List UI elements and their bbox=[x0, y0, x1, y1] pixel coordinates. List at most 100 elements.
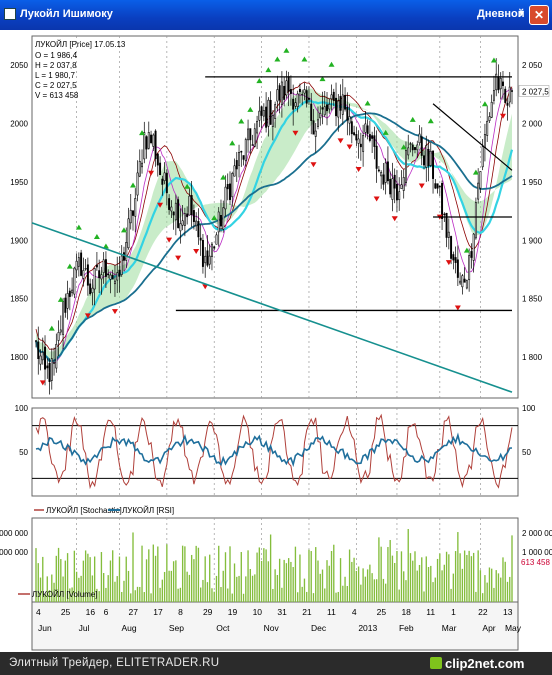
candle bbox=[416, 140, 419, 159]
candle bbox=[456, 245, 459, 287]
candle-body bbox=[283, 85, 286, 100]
candle-body bbox=[285, 80, 288, 96]
candle-body bbox=[310, 103, 313, 121]
volume-bar bbox=[245, 576, 247, 602]
candle-body bbox=[244, 139, 247, 162]
candle bbox=[350, 117, 353, 144]
volume-bar bbox=[283, 559, 285, 602]
candle-body bbox=[323, 106, 326, 116]
candle-body bbox=[50, 358, 53, 381]
volume-bar bbox=[452, 573, 455, 602]
candle bbox=[305, 86, 308, 108]
volume-bar bbox=[157, 546, 159, 602]
volume-bar bbox=[443, 564, 445, 602]
candle bbox=[454, 246, 457, 274]
volume-bar bbox=[274, 569, 276, 602]
info-box: ЛУКОЙЛ [Price] 17.05.13 O = 1 986,4 H = … bbox=[35, 40, 126, 100]
up-arrow bbox=[328, 61, 335, 67]
day-tick-label: 29 bbox=[203, 607, 213, 617]
volume-bar bbox=[73, 550, 76, 602]
candle-body bbox=[172, 211, 175, 216]
volume-bar bbox=[509, 576, 511, 602]
candle-body bbox=[362, 135, 365, 152]
candle-body bbox=[220, 215, 222, 227]
price-tick-right: 1 850 bbox=[522, 295, 543, 304]
volume-bar bbox=[403, 571, 405, 602]
month-tick-label: Oct bbox=[216, 623, 230, 633]
volume-bar bbox=[211, 588, 213, 602]
candle bbox=[206, 235, 209, 268]
volume-bar bbox=[470, 556, 473, 602]
timeframe-selector[interactable]: Дневной bbox=[477, 8, 525, 20]
volume-bar bbox=[209, 554, 211, 602]
candle-body bbox=[150, 134, 153, 143]
candle bbox=[147, 121, 150, 150]
volume-bar bbox=[258, 547, 261, 602]
candle-body bbox=[210, 243, 213, 257]
candle bbox=[366, 119, 369, 140]
candle bbox=[479, 171, 482, 193]
volume-bar bbox=[407, 529, 409, 602]
candle-body bbox=[483, 134, 486, 148]
candle-body bbox=[260, 106, 263, 116]
candle-body bbox=[366, 125, 369, 134]
candle bbox=[57, 320, 60, 357]
candle bbox=[50, 348, 53, 390]
volume-bar bbox=[292, 567, 294, 602]
candle-body bbox=[161, 178, 164, 185]
price-tick-left: 1800 bbox=[10, 353, 28, 362]
candle bbox=[249, 128, 252, 154]
chevron-down-icon[interactable]: ▼ bbox=[517, 8, 526, 18]
candle bbox=[294, 97, 297, 109]
candle-body bbox=[307, 97, 310, 100]
candle-body bbox=[174, 202, 177, 221]
candle-body bbox=[240, 151, 243, 153]
volume-bar bbox=[143, 592, 145, 602]
candle bbox=[159, 156, 162, 176]
candle bbox=[179, 208, 182, 244]
candle-body bbox=[136, 172, 139, 196]
candle bbox=[134, 188, 137, 233]
volume-bar bbox=[389, 540, 391, 602]
volume-bar bbox=[384, 583, 387, 602]
month-tick-label: Dec bbox=[311, 623, 327, 633]
volume-bar bbox=[382, 578, 385, 602]
down-arrow bbox=[355, 166, 362, 172]
candle bbox=[77, 252, 80, 277]
volume-bar bbox=[306, 591, 308, 602]
up-arrow bbox=[247, 106, 254, 112]
candle bbox=[109, 272, 112, 294]
candle bbox=[492, 75, 495, 105]
volume-bar bbox=[51, 574, 53, 602]
down-arrow bbox=[373, 196, 380, 202]
candle-body bbox=[289, 89, 292, 94]
up-arrow bbox=[463, 247, 470, 253]
candle-body bbox=[116, 272, 119, 281]
close-icon[interactable]: ✕ bbox=[529, 5, 549, 25]
candle bbox=[488, 112, 491, 124]
candle bbox=[141, 149, 144, 174]
candle-body bbox=[368, 134, 371, 141]
day-tick-label: 22 bbox=[478, 607, 488, 617]
candle-body bbox=[305, 90, 308, 104]
down-arrow bbox=[292, 130, 299, 136]
candle-body bbox=[231, 173, 234, 198]
volume-bar bbox=[375, 579, 378, 602]
candle-body bbox=[497, 76, 500, 91]
candle-body bbox=[294, 102, 297, 107]
candle-body bbox=[377, 169, 380, 172]
candle bbox=[504, 86, 507, 104]
candle bbox=[490, 94, 493, 119]
volume-bar bbox=[218, 545, 220, 602]
candle-body bbox=[488, 116, 491, 121]
candle bbox=[375, 130, 378, 183]
up-arrow bbox=[265, 67, 272, 73]
candle-body bbox=[312, 120, 315, 135]
volume-bar bbox=[308, 549, 310, 602]
down-arrow bbox=[346, 144, 353, 150]
kijun-line bbox=[35, 81, 513, 350]
volume-bar bbox=[269, 534, 272, 602]
candle bbox=[204, 247, 207, 278]
candle-body bbox=[143, 132, 146, 160]
